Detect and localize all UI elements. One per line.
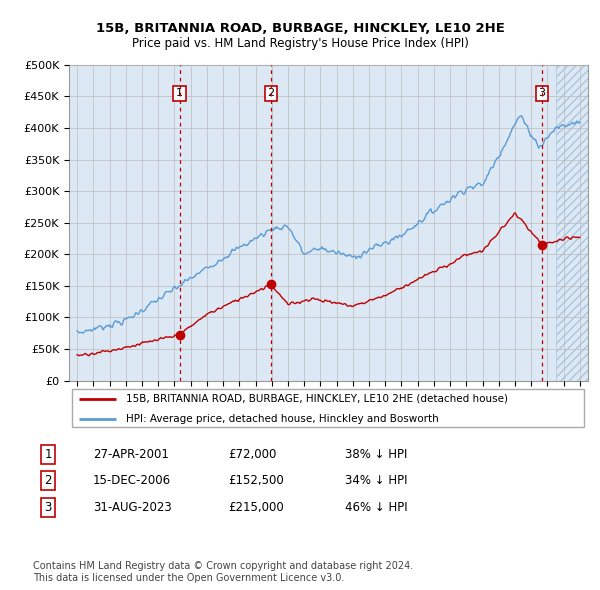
Text: 3: 3: [538, 88, 545, 99]
Text: 31-AUG-2023: 31-AUG-2023: [93, 501, 172, 514]
Text: Price paid vs. HM Land Registry's House Price Index (HPI): Price paid vs. HM Land Registry's House …: [131, 37, 469, 50]
FancyBboxPatch shape: [71, 389, 584, 427]
Text: 1: 1: [176, 88, 183, 99]
Text: 3: 3: [44, 501, 52, 514]
Text: 2: 2: [268, 88, 275, 99]
Text: 27-APR-2001: 27-APR-2001: [93, 448, 169, 461]
Text: 34% ↓ HPI: 34% ↓ HPI: [345, 474, 407, 487]
Text: 15B, BRITANNIA ROAD, BURBAGE, HINCKLEY, LE10 2HE (detached house): 15B, BRITANNIA ROAD, BURBAGE, HINCKLEY, …: [126, 394, 508, 404]
Text: 46% ↓ HPI: 46% ↓ HPI: [345, 501, 407, 514]
Text: £72,000: £72,000: [228, 448, 277, 461]
Text: 2: 2: [44, 474, 52, 487]
Text: £152,500: £152,500: [228, 474, 284, 487]
Bar: [179, 65, 271, 381]
Text: 38% ↓ HPI: 38% ↓ HPI: [345, 448, 407, 461]
Bar: [556, 65, 596, 381]
Text: 15-DEC-2006: 15-DEC-2006: [93, 474, 171, 487]
Text: 1: 1: [44, 448, 52, 461]
Text: HPI: Average price, detached house, Hinckley and Bosworth: HPI: Average price, detached house, Hinc…: [126, 414, 439, 424]
Text: £215,000: £215,000: [228, 501, 284, 514]
Text: Contains HM Land Registry data © Crown copyright and database right 2024.
This d: Contains HM Land Registry data © Crown c…: [33, 561, 413, 583]
Text: 15B, BRITANNIA ROAD, BURBAGE, HINCKLEY, LE10 2HE: 15B, BRITANNIA ROAD, BURBAGE, HINCKLEY, …: [95, 22, 505, 35]
